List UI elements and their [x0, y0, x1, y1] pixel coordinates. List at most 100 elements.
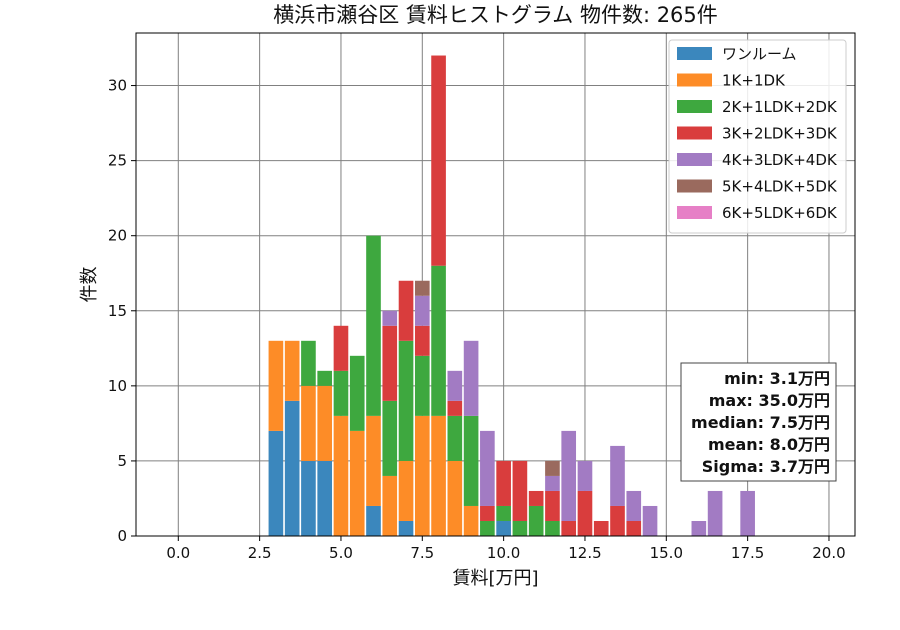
histogram-bar	[382, 475, 398, 536]
histogram-bar	[626, 490, 642, 521]
legend-label: 4K+3LDK+4DK	[722, 151, 838, 169]
histogram-bar	[480, 520, 495, 536]
histogram-bar	[398, 520, 414, 536]
histogram-bar	[528, 490, 544, 506]
y-tick-label: 5	[117, 452, 127, 470]
histogram-bar	[545, 460, 560, 476]
histogram-bar	[284, 400, 300, 536]
histogram-bar	[431, 55, 446, 266]
legend-swatch	[677, 126, 712, 140]
legend-swatch	[677, 206, 712, 219]
histogram-bar	[512, 520, 528, 536]
stats-line: mean: 8.0万円	[708, 435, 830, 454]
legend-label: 2K+1LDK+2DK	[722, 98, 838, 116]
histogram-bar	[545, 475, 560, 491]
legend-box	[668, 39, 847, 234]
histogram-bar	[414, 355, 430, 416]
histogram-bar	[349, 430, 365, 536]
histogram-bar	[512, 460, 528, 521]
legend-swatch	[677, 153, 712, 166]
y-axis-ticks: 0 5 10 15 20 25 30	[108, 77, 136, 545]
histogram-bar	[431, 415, 446, 536]
histogram-bar	[691, 520, 707, 536]
x-axis-label: 賃料[万円]	[452, 568, 538, 589]
y-tick-label: 15	[108, 302, 127, 320]
histogram-bar	[382, 310, 398, 326]
histogram-bar	[480, 505, 495, 521]
legend-swatch	[677, 47, 712, 60]
y-tick-label: 30	[108, 77, 127, 95]
histogram-bar	[496, 460, 511, 506]
x-tick-label: 5.0	[329, 544, 353, 562]
histogram-bar	[626, 520, 642, 536]
x-tick-label: 7.5	[410, 544, 434, 562]
histogram-bar	[268, 340, 284, 431]
histogram-bar	[301, 460, 316, 536]
chart-title: 横浜市瀬谷区 賃料ヒストグラム 物件数: 265件	[273, 3, 718, 27]
histogram-bar	[382, 325, 398, 401]
legend: ワンルーム 1K+1DK 2K+1LDK+2DK 3K+2LDK+3DK 4K+3LDK…	[668, 39, 847, 234]
histogram-bar	[333, 325, 349, 371]
histogram-bar	[545, 490, 560, 521]
histogram-bar	[496, 520, 511, 536]
histogram-bar	[463, 505, 479, 536]
x-tick-label: 12.5	[568, 544, 601, 562]
histogram-bar	[366, 505, 381, 536]
histogram-bar	[496, 505, 511, 521]
histogram-bar	[447, 460, 463, 536]
legend-swatch	[677, 73, 712, 87]
histogram-bar	[610, 445, 625, 506]
legend-label: ワンルーム	[722, 45, 797, 63]
stats-box-border	[680, 362, 837, 482]
histogram-bar	[349, 355, 365, 431]
histogram-bar	[382, 400, 398, 476]
histogram-bar	[561, 430, 577, 521]
legend-swatch	[677, 100, 712, 113]
plot-frame	[135, 32, 856, 537]
histogram-bar	[528, 505, 544, 536]
legend-label: 5K+4LDK+5DK	[722, 178, 838, 196]
legend-label: 1K+1DK	[722, 72, 786, 90]
histogram-bar	[447, 370, 463, 401]
legend-label: 6K+5LDK+6DK	[722, 204, 838, 222]
y-tick-label: 25	[108, 152, 127, 170]
histogram-bar	[577, 490, 593, 536]
legend-label: 3K+2LDK+3DK	[722, 125, 838, 143]
histogram-bar	[463, 415, 479, 506]
histogram-bar	[398, 280, 414, 341]
x-tick-label: 20.0	[812, 544, 845, 562]
legend-swatch	[677, 179, 712, 193]
histogram-bar	[414, 295, 430, 326]
stats-line: Sigma: 3.7万円	[702, 457, 830, 476]
histogram-bar	[431, 265, 446, 416]
histogram-bar	[610, 505, 625, 536]
histogram-bar	[707, 490, 723, 536]
histogram-bar	[447, 415, 463, 461]
histogram-bar	[317, 385, 333, 461]
x-tick-label: 17.5	[731, 544, 764, 562]
histogram-bar	[317, 370, 333, 386]
histogram-bar	[545, 520, 560, 536]
histogram-bar	[366, 415, 381, 506]
x-tick-label: 0.0	[166, 544, 190, 562]
stats-box: min: 3.1万円 max: 35.0万円 median: 7.5万円 mean: …	[680, 362, 837, 482]
histogram-bar	[398, 340, 414, 461]
histogram-bar	[333, 370, 349, 416]
histogram-bar	[463, 340, 479, 416]
histogram-bar	[577, 460, 593, 491]
histogram-bar	[317, 460, 333, 536]
histogram-bar	[414, 415, 430, 536]
x-tick-label: 15.0	[650, 544, 683, 562]
histogram-bar	[366, 235, 381, 416]
histogram-bar	[333, 415, 349, 536]
y-axis-label: 件数	[79, 267, 100, 303]
stats-line: min: 3.1万円	[724, 369, 830, 388]
bars	[268, 55, 755, 536]
histogram-bar	[398, 460, 414, 521]
histogram-bar	[414, 325, 430, 356]
histogram-bar	[284, 340, 300, 401]
x-axis-ticks: 0.0 2.5 5.0 7.5 10.0 12.5 15.0 17.5 20.0	[166, 536, 846, 562]
histogram-bar	[414, 280, 430, 296]
histogram-bar	[480, 430, 495, 506]
histogram-bar	[447, 400, 463, 416]
